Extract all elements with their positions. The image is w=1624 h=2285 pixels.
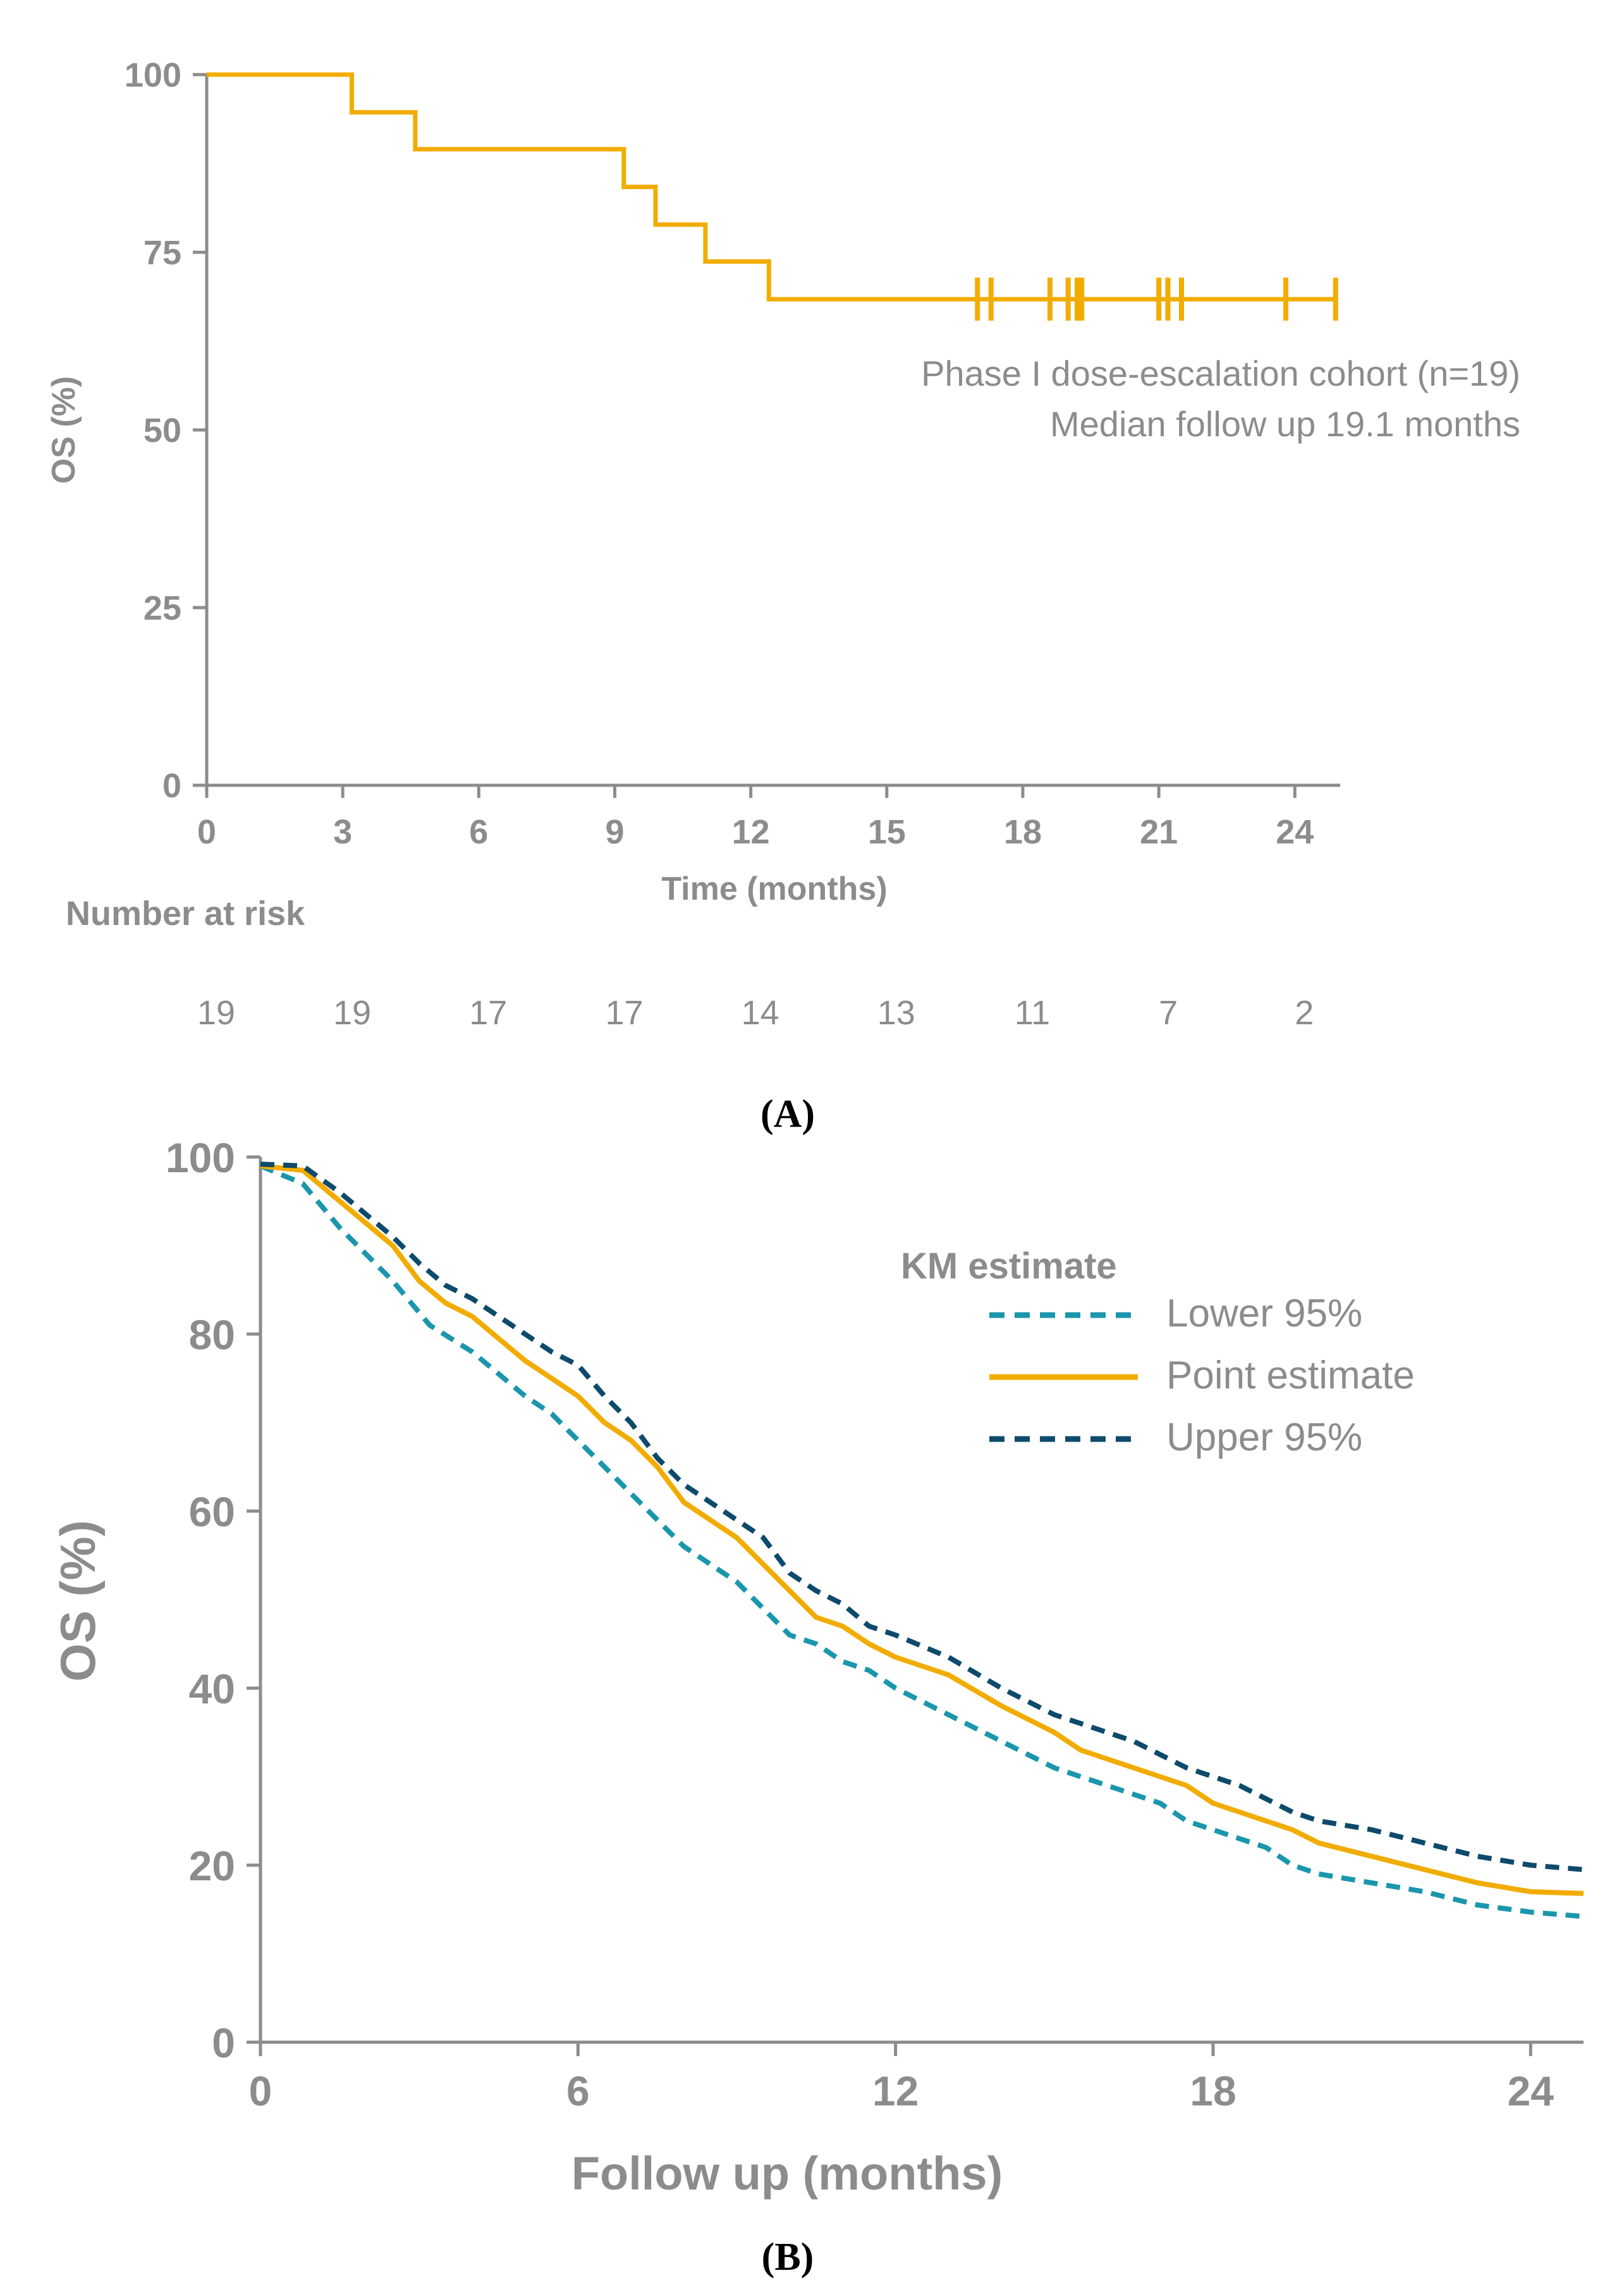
chart-a-x-tick-label: 9: [605, 813, 624, 851]
chart-b-legend-label: Point estimate: [1166, 1354, 1415, 1397]
chart-a-panel-label: (A): [760, 1093, 815, 1136]
chart-a-survival-curve: [207, 72, 1336, 302]
chart-a-risk-value: 13: [877, 994, 915, 1032]
chart-a-x-tick-label: 3: [333, 813, 352, 851]
chart-a-x-tick-label: 21: [1140, 813, 1178, 851]
chart-a-x-tick-label: 15: [868, 813, 906, 851]
chart-b-y-tick-label: 40: [189, 1665, 235, 1712]
chart-a: 0 25 50 75 100 0 3 6 9 12 15 18 21 24 OS (%) Time (m…: [46, 56, 1520, 1136]
chart-b-series-point-estimate: [260, 1163, 1584, 1896]
chart-b-series-lower-95: [259, 1163, 1584, 1920]
chart-a-risk-value: 14: [742, 994, 779, 1032]
chart-b-x-tick-label: 12: [872, 2068, 919, 2114]
chart-a-x-tick-label: 18: [1004, 813, 1042, 851]
chart-b-panel-label: (B): [762, 2236, 814, 2279]
chart-a-risk-value: 19: [197, 994, 235, 1032]
chart-a-risk-value: 2: [1295, 994, 1314, 1032]
chart-a-y-tick-label: 25: [143, 589, 181, 627]
chart-b-x-tick-label: 18: [1190, 2068, 1236, 2114]
chart-a-x-tick-label: 0: [197, 813, 216, 851]
chart-a-risk-value: 17: [469, 994, 507, 1032]
chart-a-y-tick-label: 0: [162, 767, 181, 805]
chart-b: 0 20 40 60 80 100 0 6 12 18 24 OS (%) Follow up (…: [50, 1138, 1584, 2279]
chart-a-y-axis-label: OS (%): [46, 376, 82, 484]
chart-a-y-tick-label: 75: [143, 234, 181, 272]
chart-a-risk-value: 19: [333, 994, 371, 1032]
chart-b-y-tick-label: 100: [166, 1138, 235, 1181]
chart-b-y-tick-label: 20: [189, 1842, 235, 1889]
chart-a-x-tick-label: 24: [1276, 813, 1314, 851]
chart-b-y-tick-label: 0: [212, 2019, 235, 2066]
chart-b-legend-title: KM estimate: [901, 1246, 1117, 1287]
chart-b-x-axis-label: Follow up (months): [571, 2147, 1003, 2200]
chart-b-x-tick-label: 6: [566, 2068, 590, 2114]
chart-b-x-tick-label: 24: [1508, 2068, 1554, 2114]
chart-a-risk-value: 7: [1159, 994, 1178, 1032]
chart-b-series-upper-95: [260, 1161, 1584, 1872]
chart-b-y-tick-label: 80: [189, 1311, 235, 1358]
chart-a-y-tick-label: 100: [125, 56, 181, 94]
chart-a-risk-value: 17: [605, 994, 643, 1032]
chart-a-x-tick-label: 6: [469, 813, 488, 851]
chart-a-annotation-line-1: Phase I dose-escalation cohort (n=19): [921, 353, 1520, 393]
chart-b-legend-label: Upper 95%: [1166, 1416, 1362, 1459]
chart-a-x-tick-label: 12: [732, 813, 770, 851]
chart-b-x-tick-label: 0: [249, 2068, 272, 2114]
chart-b-y-tick-label: 60: [189, 1488, 235, 1535]
chart-a-x-axis-label: Time (months): [661, 871, 887, 907]
chart-a-risk-value: 11: [1015, 994, 1050, 1032]
chart-a-annotation-line-2: Median follow up 19.1 months: [1050, 404, 1520, 444]
chart-b-legend-label: Lower 95%: [1166, 1292, 1362, 1335]
chart-b-y-axis-label: OS (%): [50, 1520, 106, 1682]
chart-a-risk-table-title: Number at risk: [66, 895, 305, 933]
chart-a-y-tick-label: 50: [143, 412, 181, 450]
